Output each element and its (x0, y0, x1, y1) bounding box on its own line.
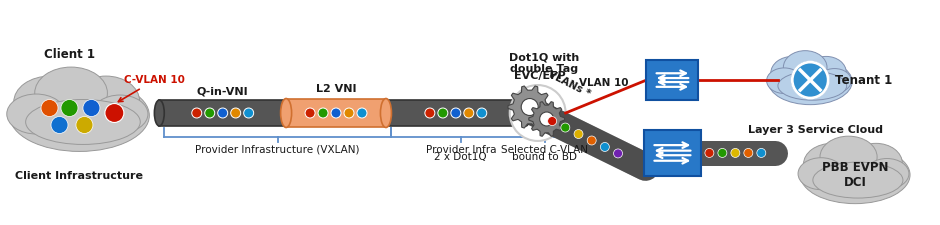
Ellipse shape (820, 136, 877, 178)
Circle shape (601, 142, 609, 151)
Bar (159, 100, 525, 126)
Circle shape (574, 130, 583, 139)
Text: EVC/EFP: EVC/EFP (514, 71, 566, 81)
Text: Dot1Q with
double Tag: Dot1Q with double Tag (509, 52, 579, 74)
Ellipse shape (35, 67, 107, 119)
Text: DCI: DCI (844, 176, 867, 189)
Ellipse shape (783, 51, 827, 84)
Ellipse shape (381, 99, 391, 128)
Circle shape (41, 99, 58, 117)
Text: PBB EVPN: PBB EVPN (822, 161, 888, 174)
Ellipse shape (865, 159, 909, 189)
Ellipse shape (521, 100, 531, 126)
Ellipse shape (806, 56, 846, 88)
Circle shape (477, 108, 487, 118)
Ellipse shape (154, 100, 164, 126)
Circle shape (731, 148, 740, 157)
Text: Client 1: Client 1 (44, 48, 95, 61)
Circle shape (451, 108, 461, 118)
Circle shape (509, 85, 566, 141)
FancyBboxPatch shape (647, 60, 698, 100)
Ellipse shape (813, 162, 903, 198)
Circle shape (192, 108, 202, 118)
Text: Selected C-VLAN: Selected C-VLAN (501, 145, 588, 155)
Ellipse shape (818, 69, 852, 93)
Text: L2 VNI: L2 VNI (316, 84, 356, 94)
Circle shape (318, 108, 328, 118)
Text: VLANs *: VLANs * (545, 69, 591, 99)
Circle shape (218, 108, 227, 118)
Ellipse shape (768, 59, 853, 105)
Circle shape (588, 136, 596, 145)
Circle shape (331, 108, 341, 118)
Ellipse shape (800, 146, 910, 204)
Circle shape (61, 99, 78, 117)
Circle shape (757, 148, 766, 157)
Circle shape (521, 99, 539, 115)
Polygon shape (508, 86, 552, 128)
Circle shape (230, 108, 241, 118)
Ellipse shape (7, 94, 66, 134)
Text: C-VLAN 10: C-VLAN 10 (118, 75, 185, 102)
Circle shape (744, 148, 753, 157)
Text: 2 x Dot1Q: 2 x Dot1Q (434, 152, 487, 162)
Ellipse shape (804, 143, 861, 185)
Ellipse shape (798, 158, 844, 190)
Circle shape (614, 149, 622, 158)
Circle shape (306, 108, 315, 118)
Circle shape (76, 117, 93, 133)
Circle shape (344, 108, 354, 118)
Bar (286, 99, 386, 128)
Text: Client Infrastructure: Client Infrastructure (15, 171, 144, 181)
Circle shape (205, 108, 214, 118)
Circle shape (718, 148, 727, 157)
Polygon shape (529, 102, 565, 136)
Ellipse shape (778, 71, 847, 100)
Text: VLAN 10: VLAN 10 (579, 78, 629, 88)
Ellipse shape (767, 68, 802, 93)
Circle shape (705, 148, 713, 157)
Ellipse shape (9, 80, 149, 151)
Circle shape (83, 99, 100, 117)
Circle shape (463, 108, 474, 118)
Circle shape (792, 62, 828, 98)
Circle shape (540, 112, 554, 126)
FancyBboxPatch shape (644, 130, 701, 176)
Circle shape (425, 108, 435, 118)
Ellipse shape (25, 99, 140, 144)
Circle shape (561, 123, 570, 132)
Ellipse shape (72, 76, 139, 126)
Circle shape (105, 104, 124, 122)
Text: Tenant 1: Tenant 1 (835, 74, 892, 87)
Ellipse shape (850, 143, 902, 183)
Text: bound to BD: bound to BD (512, 152, 577, 162)
Circle shape (357, 108, 367, 118)
Text: Q-in-VNI: Q-in-VNI (196, 86, 248, 96)
Circle shape (438, 108, 447, 118)
Text: Provider Infrastructure (VXLAN): Provider Infrastructure (VXLAN) (196, 145, 360, 155)
Circle shape (51, 117, 68, 133)
Text: Layer 3 Service Cloud: Layer 3 Service Cloud (747, 125, 883, 135)
Circle shape (548, 117, 556, 126)
Ellipse shape (281, 99, 291, 128)
Ellipse shape (14, 76, 86, 128)
Circle shape (243, 108, 254, 118)
Text: Provider Infra: Provider Infra (426, 145, 496, 155)
Ellipse shape (92, 95, 148, 133)
Ellipse shape (771, 56, 814, 90)
